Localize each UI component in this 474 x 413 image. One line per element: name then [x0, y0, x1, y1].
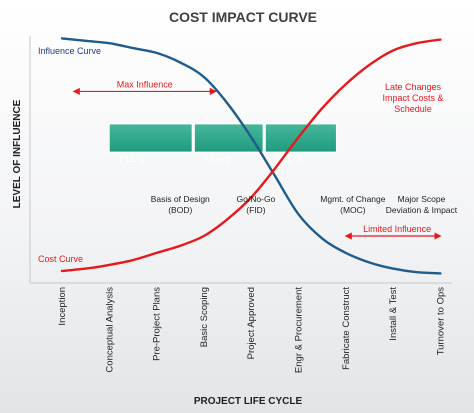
- cost-curve-label: Cost Curve: [38, 254, 83, 264]
- milestone-label: Deviation & Impact: [386, 205, 458, 215]
- chart-title: COST IMPACT CURVE: [169, 9, 317, 25]
- cost-curve-line: [60, 38, 442, 273]
- milestone-label: (MOC): [340, 205, 366, 215]
- annotations: Influence Curve Cost Curve Max Influence Li…: [38, 46, 458, 264]
- milestone-label: (FID): [246, 205, 266, 215]
- milestone-label: Major Scope: [398, 194, 446, 204]
- y-axis-label: LEVEL OF INFLUENCE: [12, 99, 23, 208]
- milestone-label: (BOD): [168, 205, 192, 215]
- influence-curve-line: [60, 37, 442, 275]
- x-tick-label: Inception: [57, 287, 68, 326]
- late-changes-note: Late Changes: [385, 82, 442, 92]
- x-tick-label: Install & Test: [388, 287, 399, 341]
- phase-label-3: FEL-3: [275, 154, 301, 165]
- influence-curve-label: Influence Curve: [38, 46, 101, 56]
- curves: [60, 37, 442, 275]
- milestone-label: Go/No-Go: [237, 194, 276, 204]
- late-changes-note: Impact Costs &: [382, 93, 443, 103]
- limited-influence-label: Limited Influence: [363, 224, 431, 234]
- x-tick-label: Pre-Project Plans: [152, 287, 163, 361]
- late-changes-note: Schedule: [394, 104, 432, 114]
- x-tick-labels: Inception Conceptual Analysis Pre-Project …: [57, 287, 446, 373]
- x-tick-label: Project Approved: [246, 287, 257, 359]
- x-tick-label: Conceptual Analysis: [104, 287, 115, 373]
- x-tick-label: Turnover to Ops: [435, 287, 446, 356]
- max-influence-label: Max Influence: [117, 79, 173, 89]
- milestone-label: Mgmt. of Change: [320, 194, 385, 204]
- phase-bar-1: [108, 123, 193, 153]
- phase-label-2: FEL-2: [204, 154, 230, 165]
- x-axis-label: PROJECT LIFE CYCLE: [194, 396, 303, 407]
- x-tick-label: Basic Scoping: [199, 287, 210, 347]
- phase-label-1: FEL-1: [119, 154, 145, 165]
- milestone-label: Basis of Design: [151, 194, 210, 204]
- x-tick-label: Engr & Procurement: [294, 287, 305, 373]
- phase-bars: FEL-1 FEL-2 FEL-3: [108, 123, 337, 165]
- phase-bar-3: [264, 123, 337, 153]
- x-tick-label: Fabricate Construct: [341, 287, 352, 370]
